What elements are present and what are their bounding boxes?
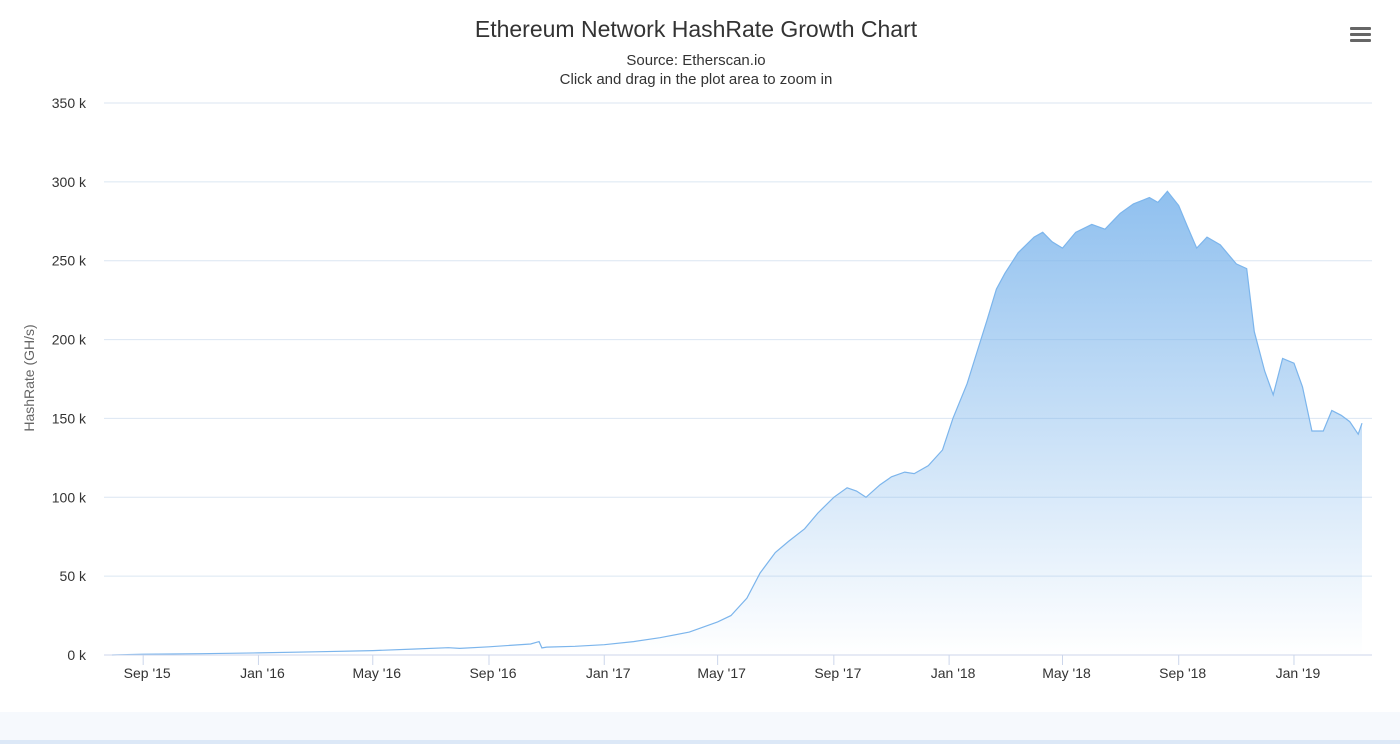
x-tick-label: May '17 [697,665,746,681]
y-tick-label: 300 k [52,174,87,190]
hashrate-area [112,191,1362,656]
x-tick-label: Jan '18 [931,665,976,681]
y-tick-label: 50 k [60,568,87,584]
y-tick-label: 150 k [52,410,87,426]
page-footer-band [0,712,1400,744]
chart-subtitle: Source: Etherscan.io [626,52,765,69]
x-tick-label: May '16 [352,665,401,681]
y-axis-ticks: 0 k 50 k 100 k 150 k 200 k 250 k 300 k 350 k [52,95,87,663]
x-tick-label: Sep '18 [1159,665,1206,681]
x-tick-label: Sep '17 [814,665,861,681]
footer-divider [0,740,1400,744]
zoom-hint: Click and drag in the plot area to zoom … [560,71,833,88]
hashrate-chart[interactable]: Ethereum Network HashRate Growth Chart S… [0,0,1400,712]
y-tick-label: 100 k [52,489,87,505]
x-tick-label: Jan '16 [240,665,285,681]
x-tick-label: May '18 [1042,665,1091,681]
y-tick-label: 0 k [67,647,87,663]
x-axis: Sep '15 Jan '16 May '16 Sep '16 Jan '17 May '… [104,654,1372,681]
y-axis-title: HashRate (GH/s) [21,324,37,431]
chart-title: Ethereum Network HashRate Growth Chart [475,16,918,42]
x-tick-label: Jan '17 [586,665,631,681]
hashrate-line [111,190,1363,656]
x-tick-label: Sep '15 [124,665,171,681]
x-tick-label: Jan '19 [1276,665,1321,681]
x-tick-label: Sep '16 [469,665,516,681]
y-tick-label: 350 k [52,95,87,111]
y-tick-label: 250 k [52,253,87,269]
plot-area[interactable] [111,190,1363,656]
chart-container: Ethereum Network HashRate Growth Chart S… [0,0,1400,712]
hamburger-menu-icon[interactable] [1344,20,1376,48]
grid-lines [104,102,1372,656]
y-tick-label: 200 k [52,332,87,348]
